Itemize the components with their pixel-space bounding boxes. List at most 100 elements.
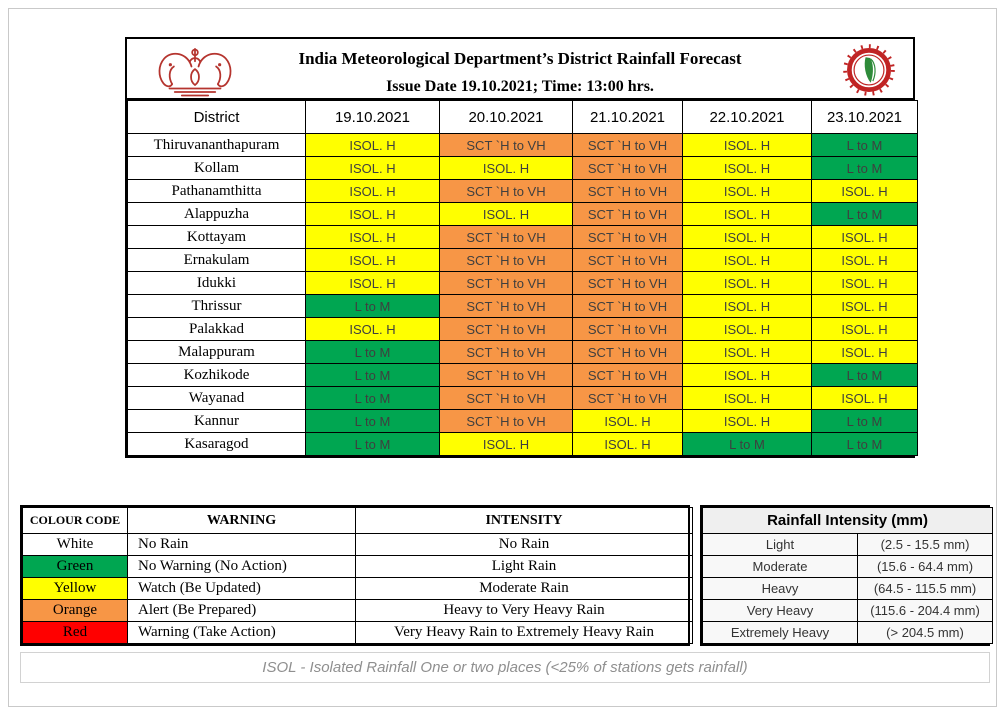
forecast-cell-orange: SCT `H to VH (572, 248, 683, 272)
forecast-cell-yellow: ISOL. H (811, 294, 918, 318)
forecast-cell-yellow: ISOL. H (811, 225, 918, 249)
district-name: Wayanad (127, 386, 306, 410)
forecast-cell-yellow: ISOL. H (682, 271, 812, 295)
forecast-cell-orange: SCT `H to VH (572, 179, 683, 203)
district-name: Malappuram (127, 340, 306, 364)
forecast-cell-orange: SCT `H to VH (439, 340, 573, 364)
forecast-cell-yellow: ISOL. H (682, 317, 812, 341)
forecast-cell-yellow: ISOL. H (682, 363, 812, 387)
rainfall-intensity-row: Heavy (64.5 - 115.5 mm) (702, 577, 994, 600)
forecast-cell-green: L to M (811, 409, 918, 433)
colour-swatch-cell: Orange (22, 599, 128, 622)
forecast-cell-green: L to M (305, 409, 440, 433)
col-header-date: 23.10.2021 (811, 100, 918, 134)
rainfall-intensity-table: Rainfall Intensity (mm) Light (2.5 - 15.5… (701, 507, 994, 644)
legend-col-header: COLOUR CODE (22, 507, 128, 534)
col-header-date: 21.10.2021 (572, 100, 683, 134)
forecast-cell-green: L to M (811, 156, 918, 180)
forecast-cell-yellow: ISOL. H (682, 386, 812, 410)
district-name: Kasaragod (127, 432, 306, 456)
forecast-cell-orange: SCT `H to VH (572, 271, 683, 295)
forecast-cell-yellow: ISOL. H (305, 156, 440, 180)
colour-code-row: Orange Alert (Be Prepared) Heavy to Very H… (22, 599, 693, 622)
forecast-cell-green: L to M (305, 432, 440, 456)
forecast-cell-orange: SCT `H to VH (439, 133, 573, 157)
forecast-cell-yellow: ISOL. H (305, 225, 440, 249)
legend-header-row: COLOUR CODE WARNING INTENSITY (22, 507, 693, 534)
forecast-row: Pathanamthitta ISOL. H SCT `H to VH SCT `H … (127, 179, 918, 203)
district-name: Ernakulam (127, 248, 306, 272)
forecast-cell-yellow: ISOL. H (439, 202, 573, 226)
intensity-cell: Very Heavy Rain to Extremely Heavy Rain (355, 621, 693, 644)
forecast-table-container: India Meteorological Department’s Distri… (125, 37, 918, 458)
forecast-cell-yellow: ISOL. H (439, 156, 573, 180)
colour-swatch-cell: Green (22, 555, 128, 578)
forecast-cell-orange: SCT `H to VH (572, 294, 683, 318)
district-name: Kozhikode (127, 363, 306, 387)
forecast-cell-orange: SCT `H to VH (572, 386, 683, 410)
forecast-row: Idukki ISOL. H SCT `H to VH SCT `H to VH ISO… (127, 271, 918, 295)
legend-col-header: INTENSITY (355, 507, 693, 534)
col-header-date: 22.10.2021 (682, 100, 812, 134)
forecast-cell-green: L to M (811, 202, 918, 226)
forecast-cell-green: L to M (305, 363, 440, 387)
forecast-cell-orange: SCT `H to VH (439, 409, 573, 433)
forecast-cell-orange: SCT `H to VH (572, 156, 683, 180)
forecast-cell-orange: SCT `H to VH (439, 317, 573, 341)
forecast-cell-yellow: ISOL. H (305, 271, 440, 295)
forecast-cell-yellow: ISOL. H (682, 409, 812, 433)
colour-code-row: Yellow Watch (Be Updated) Moderate Rain (22, 577, 693, 600)
forecast-cell-orange: SCT `H to VH (572, 225, 683, 249)
col-header-date: 19.10.2021 (305, 100, 440, 134)
intensity-range: (> 204.5 mm) (856, 621, 994, 644)
forecast-cell-green: L to M (682, 432, 812, 456)
intensity-label: Light (702, 533, 858, 556)
forecast-cell-orange: SCT `H to VH (572, 133, 683, 157)
district-name: Kollam (127, 156, 306, 180)
forecast-cell-yellow: ISOL. H (682, 248, 812, 272)
forecast-row: Kozhikode L to M SCT `H to VH SCT `H to VH I… (127, 363, 918, 387)
forecast-cell-yellow: ISOL. H (682, 156, 812, 180)
forecast-cell-green: L to M (305, 386, 440, 410)
district-rainfall-forecast-table: District 19.10.2021 20.10.2021 21.10.2021 22… (127, 100, 918, 456)
intensity-cell: Heavy to Very Heavy Rain (355, 599, 693, 622)
legend-col-header: WARNING (127, 507, 356, 534)
forecast-cell-yellow: ISOL. H (682, 340, 812, 364)
forecast-cell-yellow: ISOL. H (572, 409, 683, 433)
forecast-row: Kottayam ISOL. H SCT `H to VH SCT `H to VH I… (127, 225, 918, 249)
intensity-header-row: Rainfall Intensity (mm) (701, 507, 994, 534)
colour-code-table: COLOUR CODE WARNING INTENSITY White No Rain… (22, 507, 693, 644)
intensity-range: (2.5 - 15.5 mm) (856, 533, 994, 556)
district-name: Thiruvananthapuram (127, 133, 306, 157)
forecast-cell-orange: SCT `H to VH (439, 363, 573, 387)
forecast-row: Thiruvananthapuram ISOL. H SCT `H to VH SCT… (127, 133, 918, 157)
forecast-cell-yellow: ISOL. H (305, 248, 440, 272)
rainfall-intensity-row: Moderate (15.6 - 64.4 mm) (702, 555, 994, 578)
forecast-cell-yellow: ISOL. H (439, 432, 573, 456)
forecast-cell-orange: SCT `H to VH (572, 340, 683, 364)
forecast-cell-green: L to M (811, 133, 918, 157)
footnote-box: ISOL - Isolated Rainfall One or two plac… (20, 652, 990, 683)
district-name: Thrissur (127, 294, 306, 318)
header-band: India Meteorological Department’s Distri… (127, 39, 913, 100)
intensity-range: (115.6 - 204.4 mm) (856, 599, 994, 622)
colour-swatch-cell: Yellow (22, 577, 128, 600)
forecast-row: Ernakulam ISOL. H SCT `H to VH SCT `H to VH… (127, 248, 918, 272)
intensity-label: Moderate (702, 555, 858, 578)
rainfall-intensity-row: Light (2.5 - 15.5 mm) (702, 533, 994, 556)
colour-code-legend-container: COLOUR CODE WARNING INTENSITY White No Rain… (20, 505, 693, 646)
forecast-row: Malappuram L to M SCT `H to VH SCT `H to VH… (127, 340, 918, 364)
col-header-district: District (127, 100, 306, 134)
forecast-cell-orange: SCT `H to VH (439, 248, 573, 272)
forecast-cell-yellow: ISOL. H (811, 340, 918, 364)
forecast-cell-yellow: ISOL. H (811, 317, 918, 341)
district-name: Kannur (127, 409, 306, 433)
intensity-cell: Light Rain (355, 555, 693, 578)
forecast-cell-yellow: ISOL. H (811, 248, 918, 272)
colour-swatch-cell: Red (22, 621, 128, 644)
forecast-header-row: District 19.10.2021 20.10.2021 21.10.2021 22… (127, 100, 918, 134)
forecast-cell-yellow: ISOL. H (682, 294, 812, 318)
forecast-cell-yellow: ISOL. H (305, 133, 440, 157)
